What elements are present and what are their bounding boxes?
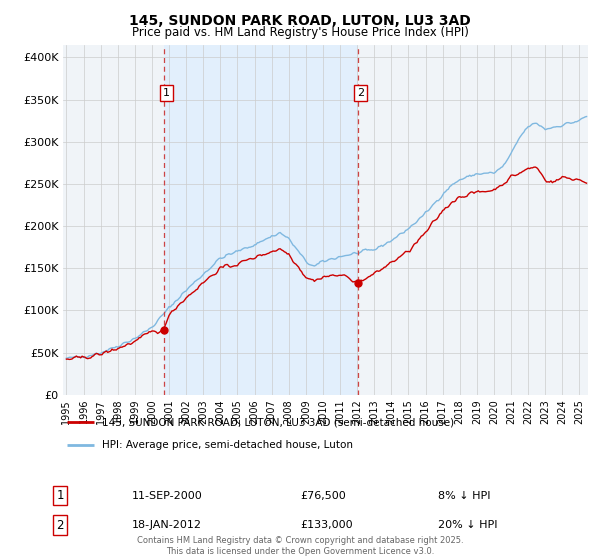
Text: 11-SEP-2000: 11-SEP-2000 — [132, 491, 203, 501]
Text: £133,000: £133,000 — [300, 520, 353, 530]
Text: 20% ↓ HPI: 20% ↓ HPI — [438, 520, 497, 530]
Text: 145, SUNDON PARK ROAD, LUTON, LU3 3AD: 145, SUNDON PARK ROAD, LUTON, LU3 3AD — [129, 14, 471, 28]
Text: 2: 2 — [56, 519, 64, 532]
Text: 2: 2 — [357, 88, 364, 98]
Text: 8% ↓ HPI: 8% ↓ HPI — [438, 491, 491, 501]
Text: 1: 1 — [163, 88, 170, 98]
Text: 1: 1 — [56, 489, 64, 502]
Bar — [164, 45, 358, 395]
Text: HPI: Average price, semi-detached house, Luton: HPI: Average price, semi-detached house,… — [101, 440, 353, 450]
Text: Price paid vs. HM Land Registry's House Price Index (HPI): Price paid vs. HM Land Registry's House … — [131, 26, 469, 39]
Text: Contains HM Land Registry data © Crown copyright and database right 2025.
This d: Contains HM Land Registry data © Crown c… — [137, 536, 463, 556]
Text: 18-JAN-2012: 18-JAN-2012 — [132, 520, 202, 530]
Text: 145, SUNDON PARK ROAD, LUTON, LU3 3AD (semi-detached house): 145, SUNDON PARK ROAD, LUTON, LU3 3AD (s… — [101, 417, 454, 427]
Text: £76,500: £76,500 — [300, 491, 346, 501]
